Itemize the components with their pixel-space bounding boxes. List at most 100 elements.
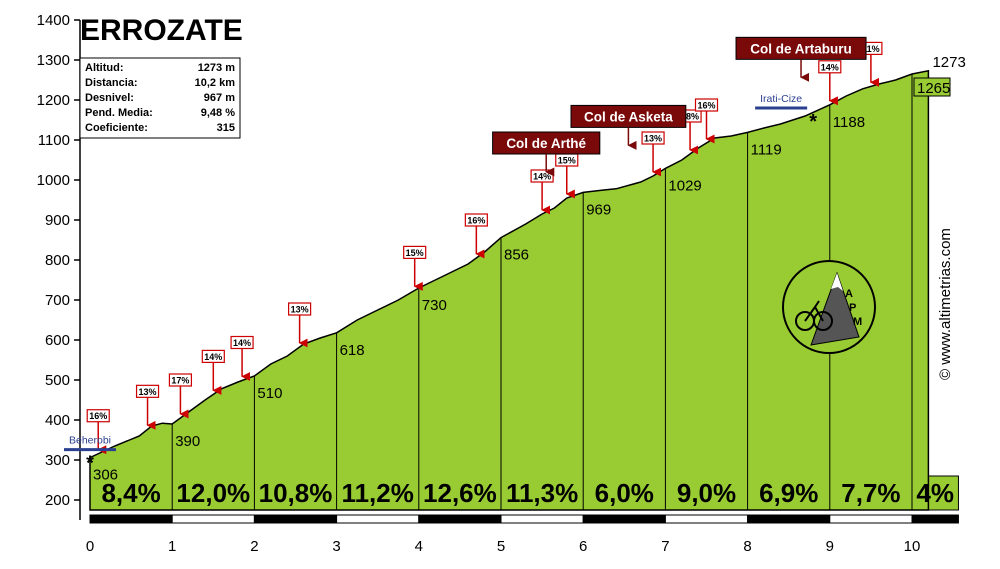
km-scale-bar [500,514,584,524]
max-gradient-label: 18% [681,112,699,122]
segment-gradient-label: 4% [916,478,954,508]
y-tick-label: 1300 [37,52,70,69]
km-elevation-label: 969 [586,201,611,218]
info-value: 315 [217,122,235,134]
info-table: Altitud: 1273 m Distancia: 10,2 km Desnivel:… [79,57,241,139]
max-gradient-label: 16% [467,216,485,226]
info-value: 9,48 % [201,107,235,119]
km-label-box [913,77,951,97]
max-gradient-label: 14% [233,338,251,348]
max-gradient-label: 13% [644,134,662,144]
km-elevation-label: 306 [93,467,118,484]
logo-letter: P [849,302,856,314]
segment-gradient-label: 6,0% [595,478,654,508]
segment-gradient-label: 12,6% [423,478,497,508]
logo-letter: A [845,288,853,300]
chart-title: ERROZATE [80,14,243,47]
segment-gradient-label: 7,7% [841,478,900,508]
y-tick-label: 200 [45,492,70,509]
info-value: 10,2 km [195,77,236,89]
km-elevation-label: 390 [175,433,200,450]
y-tick-label: 400 [45,412,70,429]
max-gradient-label: 16% [89,411,107,421]
junction-star-icon: * [809,111,817,133]
km-scale-bar [89,514,173,524]
y-tick-label: 300 [45,452,70,469]
km-scale-bar [829,514,913,524]
pass-label: Col de Asketa [584,109,673,124]
segment-gradient-label: 10,8% [259,478,333,508]
y-tick-label: 1400 [37,12,70,29]
max-gradient-label: 14% [204,352,222,362]
info-label: Distancia: [85,77,138,89]
segment-gradient-label: 12,0% [176,478,250,508]
info-value: 967 m [204,92,235,104]
x-tick-label: 4 [415,538,423,555]
segment-gradient-label: 8,4% [101,478,160,508]
max-gradient-badge [201,349,225,363]
junction-label: Irati-Cize [760,93,802,105]
max-gradient-label: 13% [139,387,157,397]
y-tick-label: 700 [45,292,70,309]
y-tick-label: 900 [45,212,70,229]
x-tick-label: 9 [826,538,834,555]
logo-letter: M [853,316,862,328]
km-scale-bar [418,514,502,524]
max-gradient-label: 15% [406,248,424,258]
max-gradient-badge [818,60,842,74]
km-elevation-label: 1029 [668,177,701,194]
pass-label: Col de Arthé [506,136,586,151]
pass-label: Col de Artaburu [750,41,852,56]
x-tick-label: 1 [168,538,176,555]
y-tick-label: 1000 [37,172,70,189]
km-elevation-label: 1273 [932,54,965,71]
km-elevation-label: 1188 [833,114,865,131]
bike-wheel-icon [813,311,833,331]
info-label: Altitud: [85,62,123,74]
max-gradient-badge [230,335,254,350]
km-scale-bar [747,514,831,524]
info-label: Coeficiente: [85,122,148,134]
km-elevation-label: 856 [504,247,529,264]
x-tick-label: 0 [86,538,94,555]
max-gradient-label: 15% [558,156,576,166]
x-tick-label: 3 [332,538,340,555]
segment-gradient-label: 11,3% [506,478,578,508]
x-tick-label: 5 [497,538,505,555]
max-gradient-label: 13% [291,305,309,315]
y-tick-label: 1100 [38,132,70,149]
max-gradient-label: 11% [862,44,880,54]
cyclist-icon [804,300,824,322]
max-gradient-badge [135,384,160,398]
km-elevation-label: 1119 [751,141,782,158]
max-gradient-badge [403,245,427,259]
km-scale-bar [253,514,338,524]
max-gradient-badge [288,302,312,316]
max-gradient-badge [464,213,488,227]
x-tick-label: 8 [743,538,751,555]
info-value: 1273 m [198,62,236,74]
km-scale-bar [336,514,420,524]
max-gradient-label: 14% [533,172,551,182]
max-gradient-badge [694,98,719,112]
max-gradient-badge [86,409,110,423]
y-tick-label: 800 [45,252,70,269]
km-elevation-label: 618 [340,342,365,359]
km-elevation-label: 510 [257,385,282,402]
markers-layer: 16%13%17%14%14%13%15%16%14%15%13%18%16%1… [64,36,883,475]
x-tick-label: 2 [250,538,258,555]
segment-gradient-label: 6,9% [759,478,818,508]
segment-gradient-label: 9,0% [677,478,736,508]
info-label: Pend. Media: [85,107,153,119]
max-gradient-label: 16% [697,101,715,111]
km-scale-bar [171,514,255,524]
x-tick-label: 6 [579,538,587,555]
max-gradient-badge [168,373,193,387]
y-tick-label: 500 [45,372,70,389]
max-gradient-label: 14% [821,62,839,72]
axes: 2003004005006007008009001000110012001300… [37,12,921,555]
km-scale-bar [664,514,749,524]
